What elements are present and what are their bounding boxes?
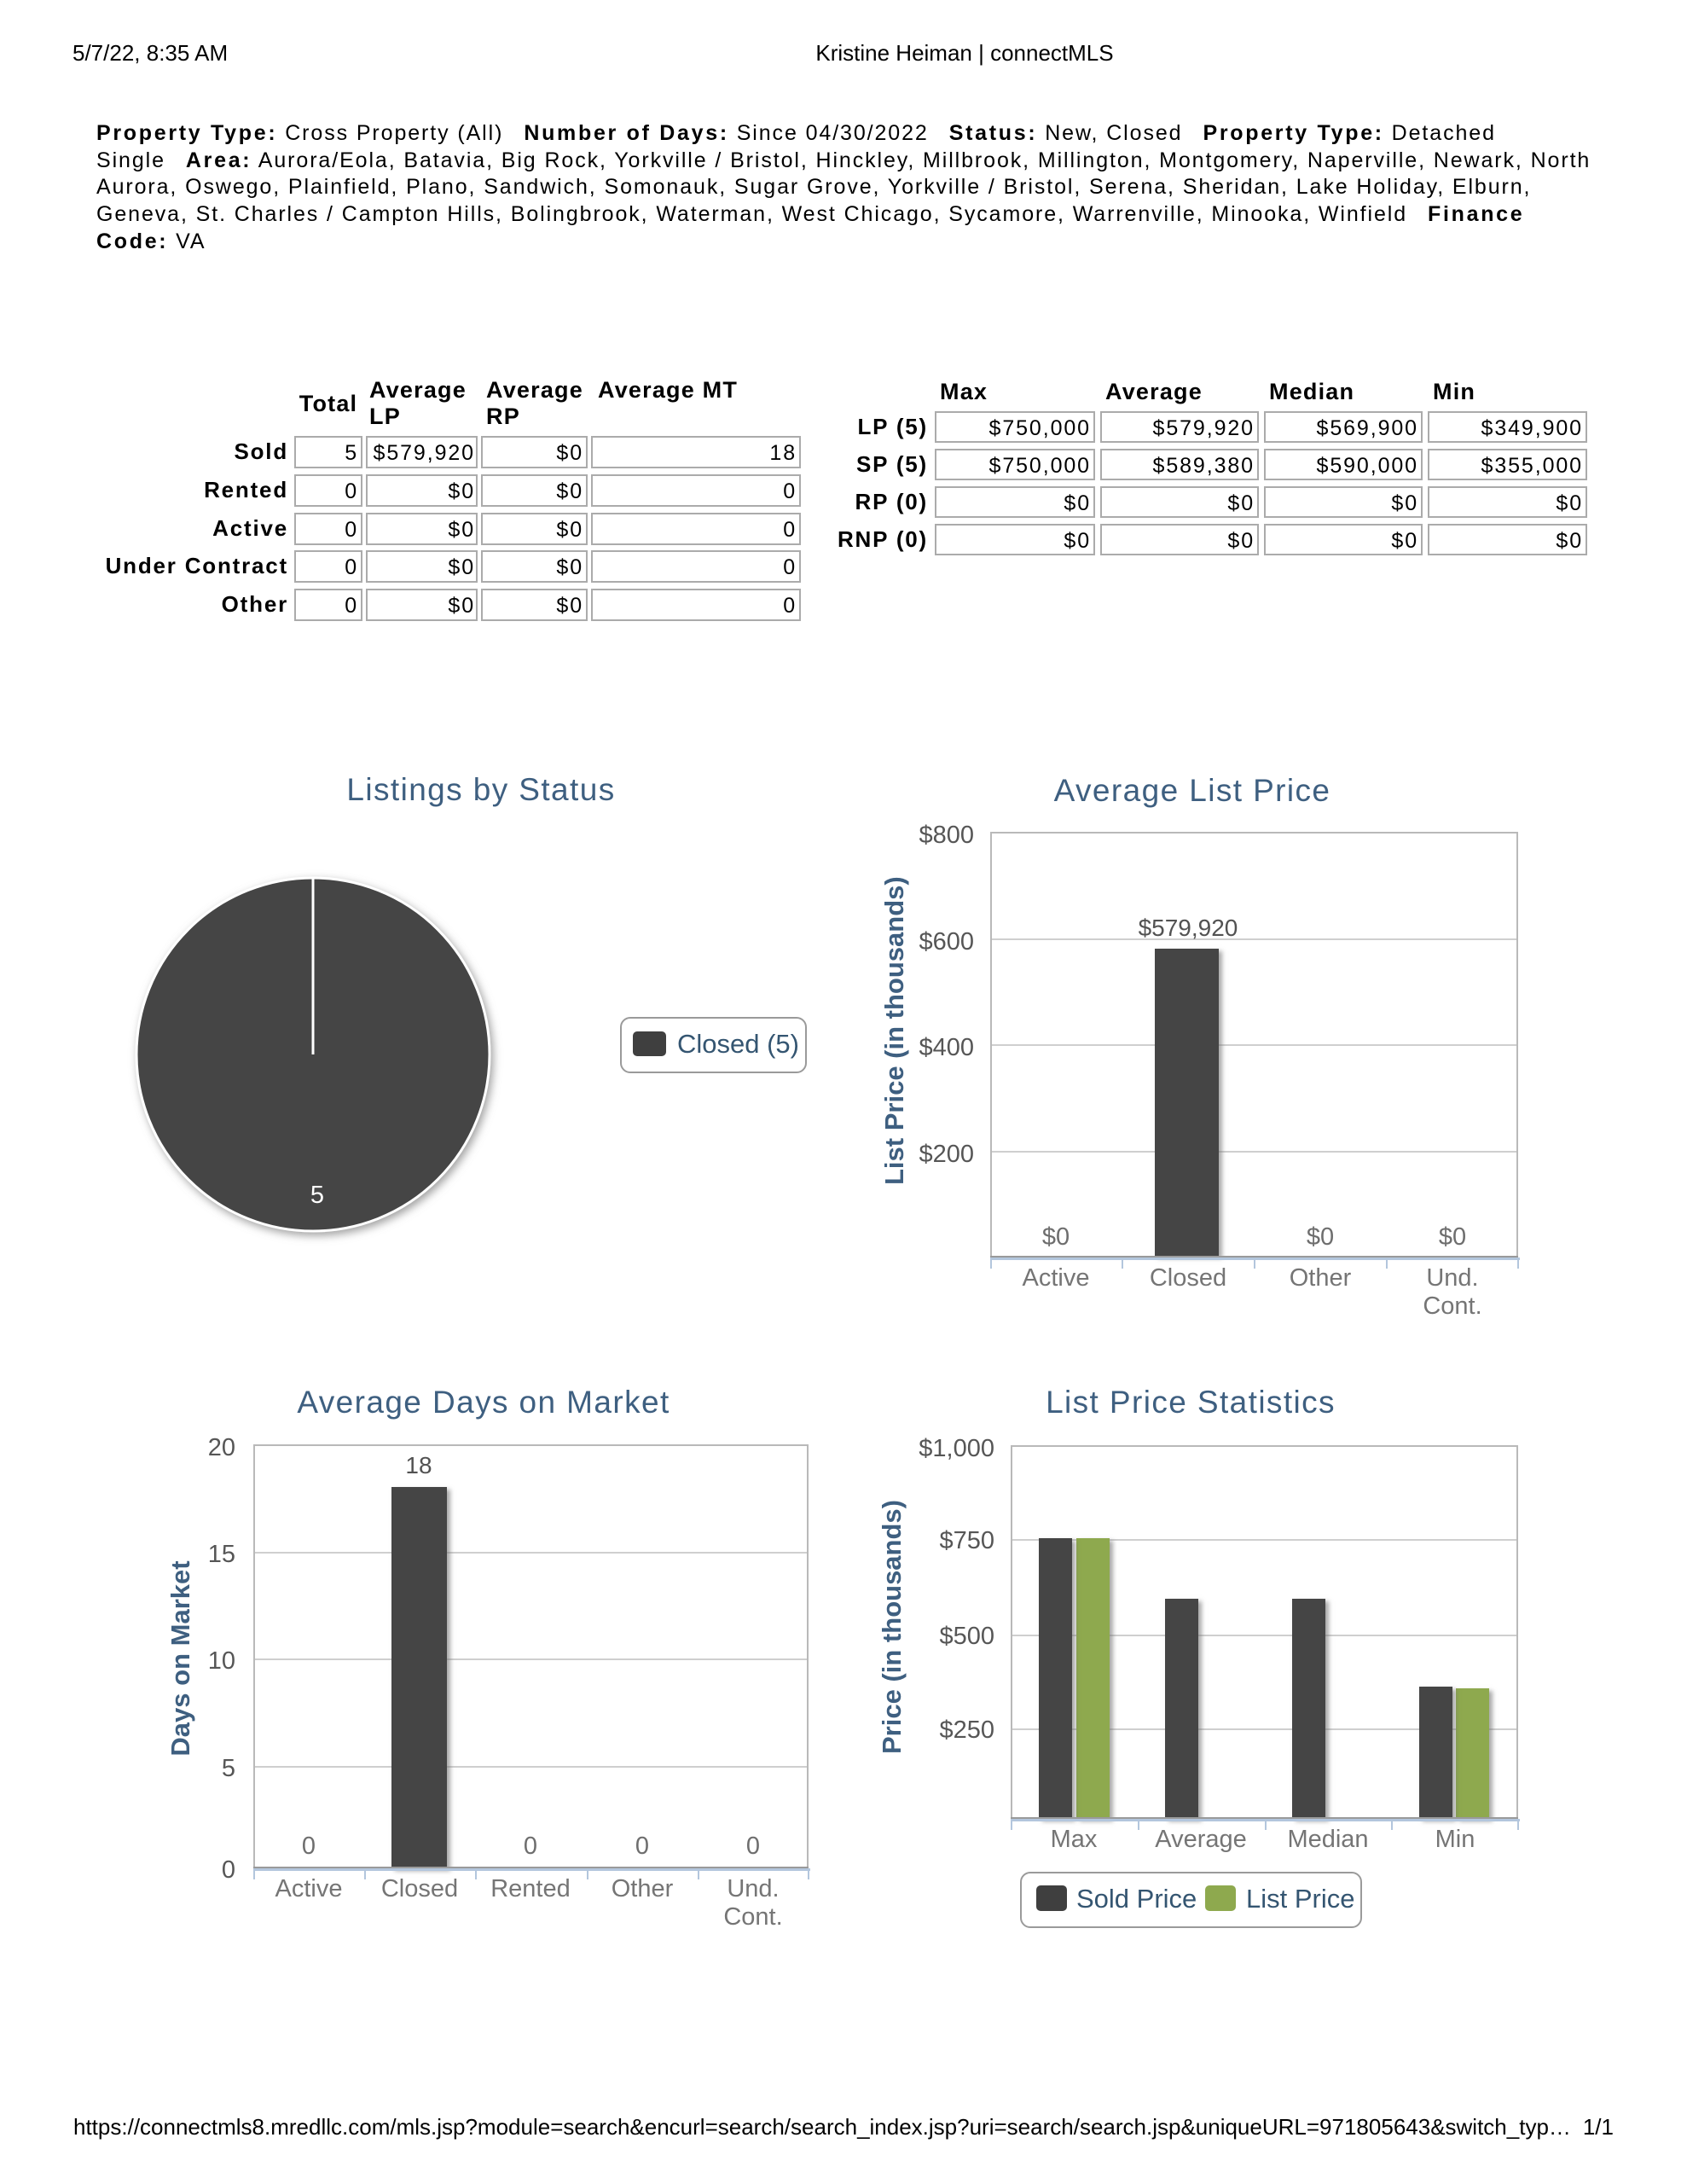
svg-text:5: 5 — [310, 1182, 324, 1209]
